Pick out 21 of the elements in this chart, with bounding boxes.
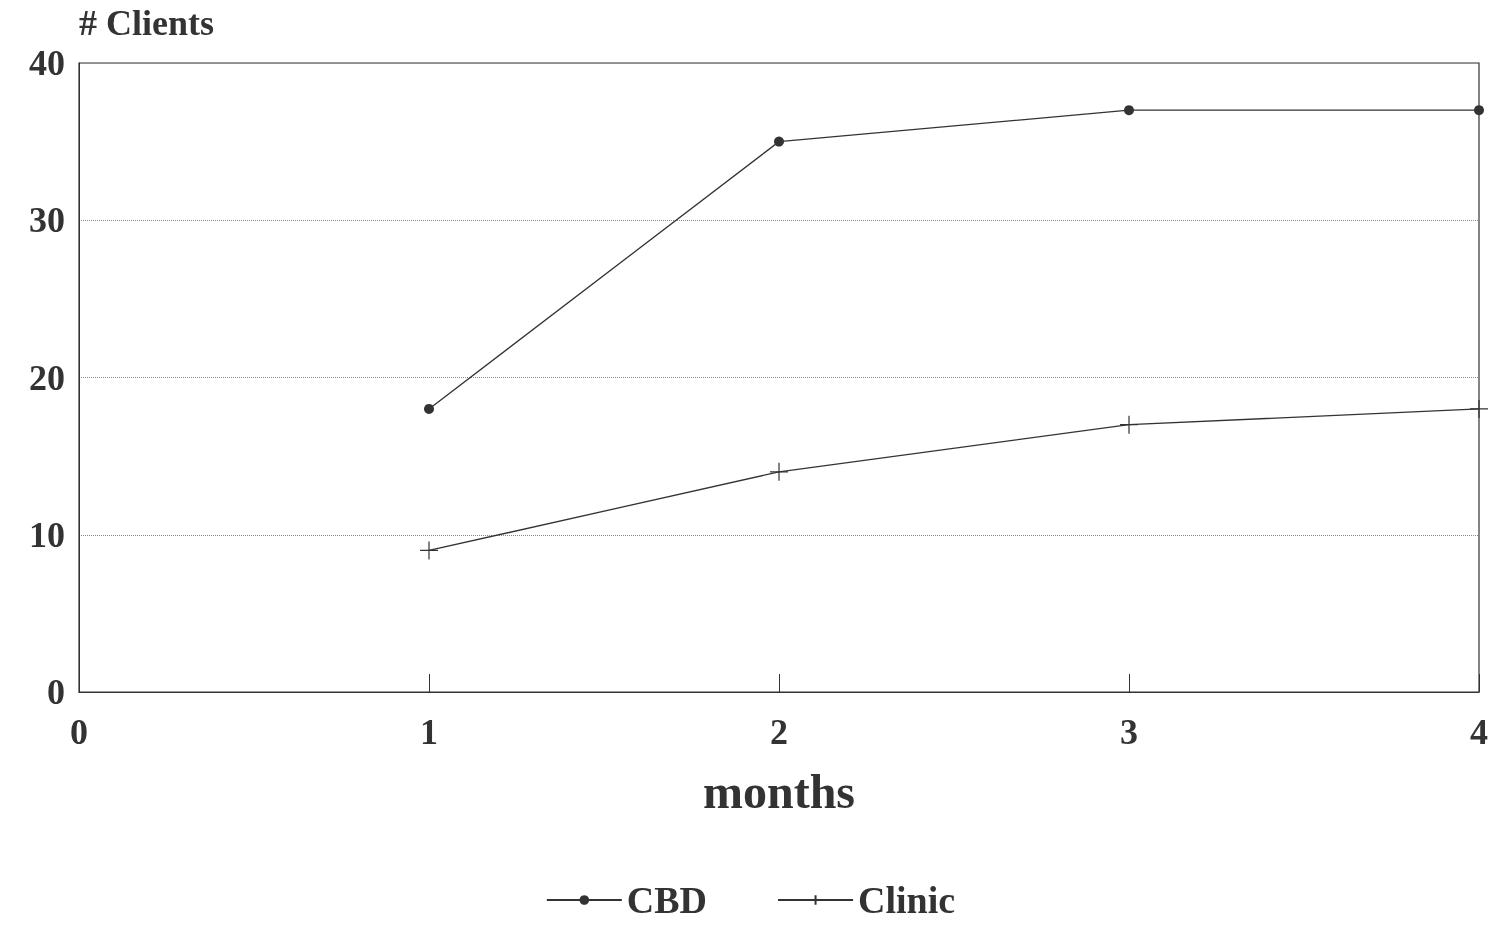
x-tick-label: 2	[770, 712, 788, 752]
y-tick-label: 40	[29, 43, 65, 83]
point	[424, 403, 434, 414]
x-tick-label: 3	[1120, 712, 1138, 752]
x-tick-label: 4	[1470, 712, 1488, 752]
point	[774, 136, 784, 147]
legend-label: CBD	[626, 879, 708, 921]
point	[1119, 415, 1139, 435]
y-tick-label: 30	[29, 200, 65, 241]
y-tick-label: 10	[29, 514, 65, 555]
point	[1469, 399, 1489, 419]
y-axis-title: # Clients	[79, 3, 214, 43]
point	[419, 540, 439, 561]
point	[769, 462, 789, 482]
y-tick-label: 20	[29, 357, 65, 398]
x-axis-title: months	[702, 764, 856, 818]
x-tick-label: 1	[420, 712, 438, 752]
point	[1474, 105, 1484, 116]
point	[1124, 105, 1134, 116]
legend-label: Clinic	[858, 879, 956, 921]
y-tick-label: 0	[47, 672, 65, 712]
